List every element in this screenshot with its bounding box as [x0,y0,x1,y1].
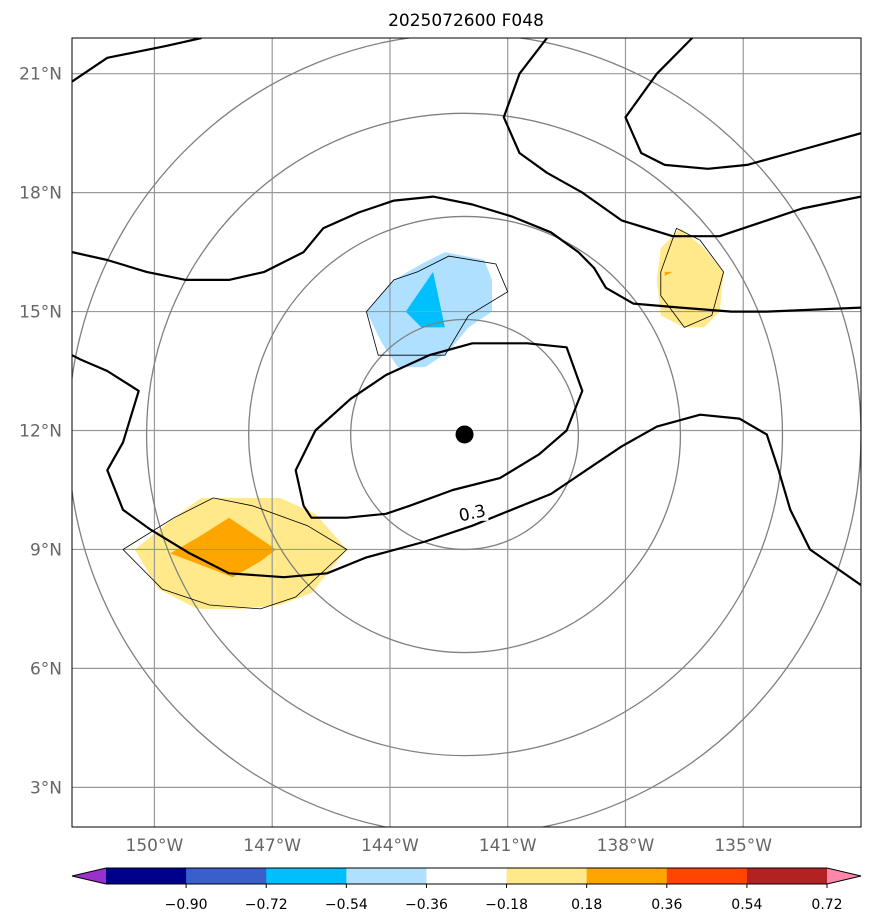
thick-contour-1 [72,195,861,313]
contour-label-0: 0.3 [457,501,488,526]
map-plot-area: 0.3 [72,38,861,827]
colorbar-low-extension [72,868,106,884]
y-axis-ticks: 3°N 6°N 9°N 12°N 15°N 18°N 21°N [19,65,62,799]
colorbar-segment-1 [186,868,267,884]
thick-contour-0 [72,38,202,83]
colorbar-segment-6 [586,868,668,884]
colorbar-tick-label-8: 0.72 [811,897,842,913]
y-tick-label-0: 3°N [30,778,62,798]
y-tick-label-2: 9°N [30,540,62,560]
colorbar-tick-label-5: 0.18 [571,897,602,913]
thin-contour-2 [660,227,725,328]
colorbar-segment-0 [106,868,187,884]
y-tick-label-4: 15°N [19,303,62,323]
thin-contours [122,227,725,610]
colorbar-high-extension [827,868,861,884]
x-tick-label-2: 144°W [361,836,419,856]
x-tick-label-1: 147°W [243,836,301,856]
filled-region-1 [170,517,277,578]
x-tick-label-0: 150°W [126,836,184,856]
thick-contours [72,38,861,587]
filled-region-2 [656,228,724,328]
colorbar-tick-label-0: −0.90 [165,897,208,913]
plot-frame [71,37,862,828]
storm-center-dot [455,425,474,444]
colorbar-segment-2 [266,868,347,884]
gridlines [72,38,861,827]
colorbar-tick-label-1: −0.72 [245,897,288,913]
filled-contours [134,228,724,609]
range-ring-1 [247,215,682,654]
colorbar-segment-8 [746,868,828,884]
range-ring-2 [145,112,784,757]
chart-title: 2025072600 F048 [388,11,544,31]
colorbar-segment-3 [346,868,427,884]
y-tick-label-5: 18°N [19,184,62,204]
y-tick-label-3: 12°N [19,422,62,442]
x-axis-ticks: 150°W 147°W 144°W 141°W 138°W 135°W [126,836,773,856]
x-tick-label-5: 135°W [714,836,772,856]
x-tick-label-4: 138°W [597,836,655,856]
y-tick-label-6: 21°N [19,65,62,85]
thin-contour-0 [122,497,348,610]
colorbar: −0.90 −0.72 −0.54 −0.36 −0.18 0.18 0.36 0.54 0.7… [71,867,862,913]
range-ring-0 [350,318,580,551]
colorbar-tick-label-7: 0.54 [731,897,762,913]
center-marker [455,425,474,444]
colorbar-tick-label-2: −0.54 [325,897,368,913]
thick-contour-5 [294,342,584,519]
x-tick-label-3: 141°W [479,836,537,856]
colorbar-segment-7 [666,868,748,884]
colorbar-tick-label-3: −0.36 [405,897,448,913]
thin-contour-1 [366,255,509,356]
colorbar-segment-5 [506,868,588,884]
filled-region-5 [405,271,445,328]
thick-contour-2 [72,354,861,587]
y-tick-label-1: 6°N [30,659,62,679]
contour-labels: 0.3 [457,501,489,526]
colorbar-tick-label-6: 0.36 [651,897,682,913]
thick-contour-3 [502,38,861,238]
colorbar-tick-label-4: −0.18 [485,897,528,913]
range-rings [72,38,861,827]
filled-region-3 [664,271,673,276]
colorbar-segment-4 [426,868,508,884]
colorbar-outline [71,867,862,885]
thick-contour-4 [624,38,861,170]
contour-label-bg-0 [458,502,489,521]
